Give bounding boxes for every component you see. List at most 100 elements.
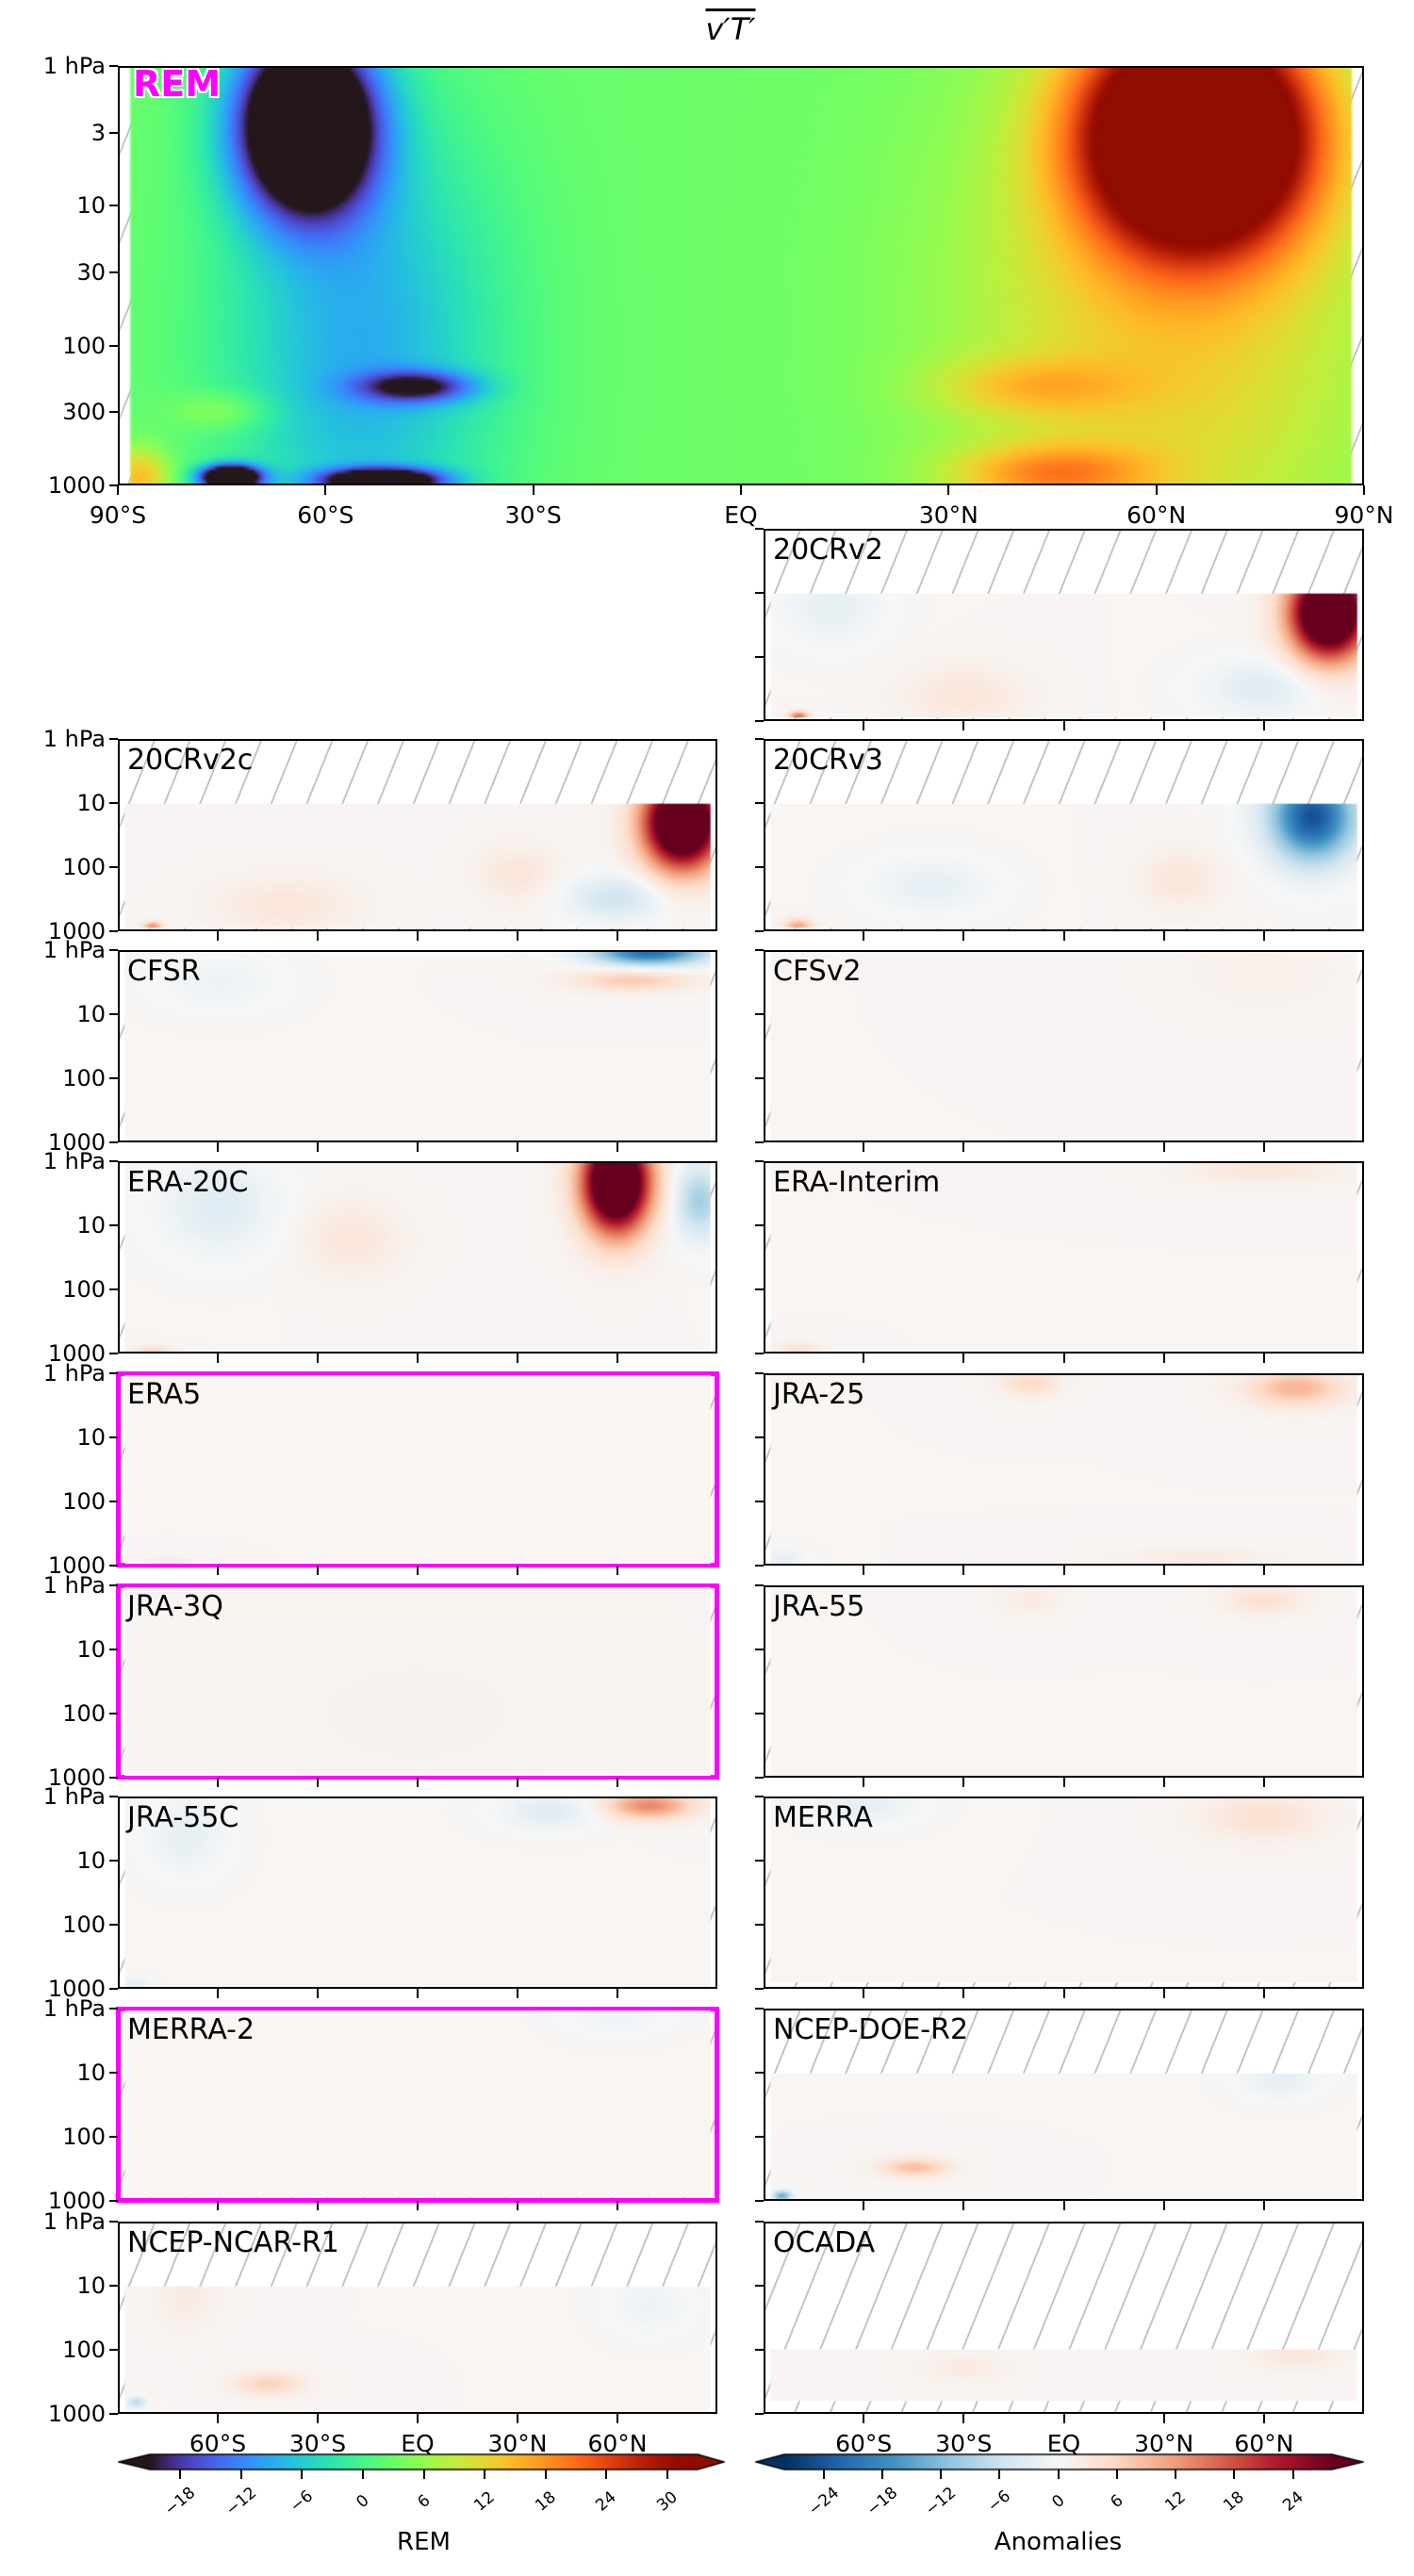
panel-label: JRA-55C <box>127 1801 239 1834</box>
x-tick-mark <box>617 1142 618 1152</box>
panel-label-rem: REM <box>133 63 222 105</box>
x-tick-mark <box>517 1989 518 1998</box>
y-tick-label: 1000 <box>47 1764 106 1791</box>
x-tick-label: EQ <box>401 2430 435 2457</box>
x-tick-mark <box>517 1778 518 1787</box>
panel-label: MERRA-2 <box>127 2013 255 2046</box>
y-tick-mark <box>755 866 764 868</box>
y-tick-label: 1 hPa <box>42 1783 106 1810</box>
x-tick-mark <box>517 2414 518 2423</box>
x-tick-mark <box>217 1778 219 1787</box>
x-tick-mark <box>617 1778 618 1787</box>
colorbar-tick-mark <box>544 2469 547 2479</box>
y-tick-mark <box>109 1224 118 1226</box>
x-tick-mark <box>1262 1142 1265 1152</box>
y-tick-mark <box>109 1436 118 1438</box>
x-tick-mark <box>617 1566 618 1575</box>
x-tick-mark <box>217 2201 219 2210</box>
colorbar-tick-mark <box>239 2469 242 2479</box>
colorbar-label: REM <box>397 2528 451 2556</box>
y-tick-mark <box>109 1988 118 1990</box>
x-tick-mark <box>1262 1989 1265 1998</box>
x-tick-mark <box>1062 1778 1065 1787</box>
colorbar-tick-mark <box>484 2469 486 2479</box>
x-tick-mark <box>217 1142 219 1152</box>
panel-cfsv2: CFSv2 <box>764 950 1364 1142</box>
x-tick-mark <box>517 1566 518 1575</box>
x-tick-mark <box>532 485 534 495</box>
x-tick-mark <box>617 931 618 941</box>
y-tick-mark <box>109 738 118 740</box>
x-tick-mark <box>1162 2201 1165 2210</box>
y-tick-mark <box>109 1077 118 1079</box>
y-tick-label: 1 hPa <box>42 1995 106 2022</box>
x-tick-mark <box>217 931 219 941</box>
x-tick-label: 60°N <box>1126 501 1187 529</box>
y-tick-mark <box>109 1796 118 1797</box>
x-tick-mark <box>324 485 327 495</box>
colorbar-tick-label: 24 <box>1278 2487 1307 2516</box>
x-tick-mark <box>317 2414 319 2423</box>
x-tick-label: 30°S <box>935 2430 993 2457</box>
heatmap-field <box>765 1375 1362 1564</box>
x-tick-mark <box>117 485 119 495</box>
y-tick-mark <box>755 1077 764 1079</box>
heatmap-field <box>120 2223 715 2412</box>
x-tick-mark <box>617 1989 618 1998</box>
x-tick-mark <box>217 1566 219 1575</box>
y-tick-mark <box>755 2008 764 2010</box>
x-tick-mark <box>1062 1566 1065 1575</box>
y-tick-label: 100 <box>62 1276 106 1303</box>
y-tick-label: 10 <box>76 1001 106 1027</box>
colorbar-tick-mark <box>940 2469 942 2479</box>
x-tick-mark <box>317 1354 319 1363</box>
panel-20crv2c: 20CRv2c <box>118 739 717 931</box>
heatmap-field <box>765 1798 1362 1987</box>
colorbar-tick-mark <box>1115 2469 1118 2479</box>
colorbar-tick-label: 6 <box>1107 2490 1127 2513</box>
x-tick-mark <box>1162 1142 1165 1152</box>
y-tick-mark <box>109 271 118 274</box>
x-tick-mark <box>417 2414 419 2423</box>
colorbar-tick-label: 18 <box>1220 2487 1248 2516</box>
y-tick-label: 100 <box>62 2124 106 2150</box>
colorbar-tick-label: −6 <box>984 2486 1015 2517</box>
x-tick-mark <box>962 1989 965 1998</box>
x-tick-mark <box>417 931 419 941</box>
x-tick-mark <box>317 1142 319 1152</box>
x-tick-label: 30°N <box>918 501 978 529</box>
colorbar-tick-label: −18 <box>161 2483 200 2520</box>
y-tick-label: 1 hPa <box>42 1148 106 1174</box>
y-tick-mark <box>755 1372 764 1374</box>
y-tick-mark <box>109 2221 118 2223</box>
x-tick-mark <box>863 1142 865 1152</box>
x-tick-label: 60°S <box>297 501 354 529</box>
y-tick-mark <box>755 1353 764 1354</box>
x-tick-mark <box>1062 931 1065 941</box>
x-tick-mark <box>517 1354 518 1363</box>
panel-label: MERRA <box>773 1801 873 1834</box>
x-tick-mark <box>863 1989 865 1998</box>
panel-cfsr: CFSR <box>118 950 717 1142</box>
x-tick-mark <box>1162 2414 1165 2423</box>
y-tick-mark <box>109 930 118 932</box>
heatmap-field <box>120 1375 715 1564</box>
x-tick-mark <box>217 1354 219 1363</box>
x-tick-mark <box>617 2201 618 2210</box>
y-tick-label: 1000 <box>47 918 106 944</box>
heatmap-field <box>765 531 1362 719</box>
x-tick-label: 60°N <box>1234 2430 1294 2457</box>
x-tick-mark <box>1062 2201 1065 2210</box>
panel-label: CFSv2 <box>773 955 862 988</box>
y-tick-mark <box>109 1713 118 1715</box>
y-tick-label: 1000 <box>47 1976 106 2002</box>
y-tick-mark <box>109 1372 118 1374</box>
y-tick-label: 10 <box>76 2059 106 2086</box>
colorbar-tick-mark <box>361 2469 364 2479</box>
heatmap-field <box>765 741 1362 929</box>
colorbar-tick-label: 6 <box>413 2490 435 2513</box>
panel-label: ERA5 <box>127 1378 202 1411</box>
y-tick-mark <box>755 2349 764 2351</box>
y-tick-mark <box>755 2200 764 2202</box>
panel-20crv2: 20CRv2 <box>764 529 1364 721</box>
